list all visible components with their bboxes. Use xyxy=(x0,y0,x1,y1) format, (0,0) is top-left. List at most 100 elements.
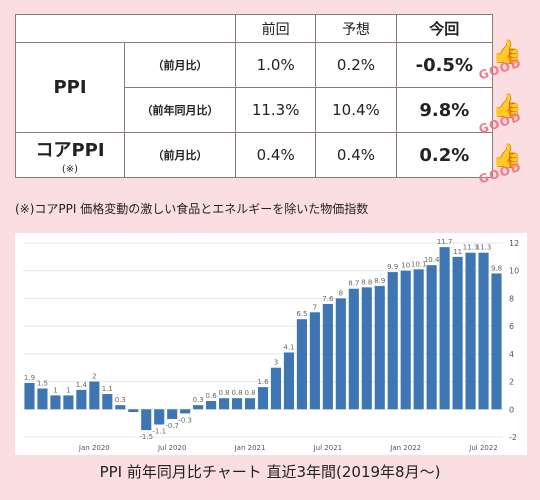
row-sub-mom: （前月比） xyxy=(124,42,236,88)
data-label: 11.3 xyxy=(476,244,492,252)
core-ppi-note: (※) xyxy=(61,163,79,175)
thumbs-up-icon: 👍 xyxy=(492,92,522,120)
bar xyxy=(37,388,48,410)
good-badge: 👍 GOOD xyxy=(477,38,534,88)
y-tick-label: 4 xyxy=(509,350,514,359)
good-badge: 👍 GOOD xyxy=(477,92,534,142)
cell-ppi-mom-prev: 1.0% xyxy=(234,42,317,88)
bar xyxy=(387,272,398,410)
data-label: 1.1 xyxy=(102,385,113,393)
data-label: 0.6 xyxy=(206,392,218,400)
data-label: 2 xyxy=(92,373,96,381)
data-label: 1.5 xyxy=(37,380,48,388)
bar xyxy=(400,270,411,410)
data-label: 7 xyxy=(313,303,317,311)
header-empty-cell xyxy=(15,14,236,43)
bar xyxy=(63,395,74,410)
data-label: 11 xyxy=(453,248,462,256)
bar xyxy=(244,398,256,410)
data-label: 8 xyxy=(339,289,343,297)
cell-ppi-mom-actual: -0.5% xyxy=(395,42,494,88)
bar xyxy=(491,273,502,410)
bar xyxy=(322,303,333,410)
bar xyxy=(478,252,489,410)
bar xyxy=(309,312,320,410)
bar xyxy=(374,285,385,410)
y-tick-label: 2 xyxy=(509,378,514,387)
row-label-core: コアPPI (※) xyxy=(15,132,125,178)
thumbs-up-icon: 👍 xyxy=(492,38,522,66)
data-label: 8.8 xyxy=(361,278,372,286)
ppi-table: 前回 予想 今回 PPI （前月比） 1.0% 0.2% -0.5% （前年同月… xyxy=(15,14,494,178)
data-label: 3 xyxy=(274,359,278,367)
row-sub-core-mom: （前月比） xyxy=(124,132,236,178)
data-label: 0.8 xyxy=(231,389,242,397)
cell-ppi-yoy-forecast: 10.4% xyxy=(315,87,397,133)
core-ppi-label: コアPPI xyxy=(35,139,105,161)
bar xyxy=(439,247,450,410)
bar xyxy=(413,269,424,410)
data-label: -1.1 xyxy=(152,428,166,436)
x-tick-label: Jul 2020 xyxy=(157,444,187,452)
cell-core-mom-forecast: 0.4% xyxy=(315,132,397,178)
header-forecast: 予想 xyxy=(315,14,397,43)
bar xyxy=(154,409,165,425)
x-tick-label: Jan 2020 xyxy=(78,444,110,452)
ppi-yoy-chart-panel: -2 0 2 4 6 8 10 12 1.9 1.5 1 1 1.4 2 1.1 0.3 -1.5 -1.1 -0.… xyxy=(15,233,527,455)
data-label: 8.9 xyxy=(374,277,385,285)
row-label-ppi: PPI xyxy=(15,42,125,133)
x-tick-label: Jul 2021 xyxy=(313,444,343,452)
bar xyxy=(115,405,126,410)
data-label: 4.1 xyxy=(283,343,294,351)
chart-caption: PPI 前年同月比チャート 直近3年間(2019年8月～) xyxy=(99,463,441,481)
bar xyxy=(335,298,346,410)
header-prev: 前回 xyxy=(234,14,317,43)
y-tick-label: 6 xyxy=(509,322,514,331)
bar xyxy=(128,409,139,413)
data-label: 7.6 xyxy=(322,295,334,303)
data-label: 1 xyxy=(53,386,57,394)
data-label: 10 xyxy=(401,262,410,270)
y-tick-label: 10 xyxy=(509,267,519,276)
data-label: 0.8 xyxy=(219,389,230,397)
bar xyxy=(180,409,191,414)
thumbs-up-icon: 👍 xyxy=(492,142,522,170)
data-label: 9.9 xyxy=(387,263,398,271)
bar xyxy=(465,252,476,410)
data-label: 11.3 xyxy=(463,244,479,252)
cell-ppi-mom-forecast: 0.2% xyxy=(315,42,397,88)
bar xyxy=(76,389,87,410)
bar xyxy=(361,287,372,410)
bar xyxy=(141,409,152,431)
bar xyxy=(283,352,295,410)
data-label: 9.8 xyxy=(491,264,502,272)
data-label: 1.6 xyxy=(257,378,269,386)
data-label: 6.5 xyxy=(296,310,307,318)
y-tick-label: 12 xyxy=(509,239,519,248)
y-tick-label: 8 xyxy=(509,294,514,303)
data-label: 0.3 xyxy=(193,396,204,404)
footnote: (※)コアPPI 価格変動の激しい食品とエネルギーを除いた物価指数 xyxy=(15,202,369,216)
bar xyxy=(426,265,437,410)
bar xyxy=(24,382,35,410)
cell-ppi-yoy-prev: 11.3% xyxy=(234,87,317,133)
bar xyxy=(452,256,463,410)
data-label: -1.5 xyxy=(139,433,153,441)
x-tick-label: Jul 2022 xyxy=(468,444,498,452)
data-label: -0.7 xyxy=(165,422,179,430)
bar xyxy=(219,398,230,410)
data-label: 1 xyxy=(66,386,70,394)
bar xyxy=(206,400,217,410)
x-tick-label: Jan 2021 xyxy=(234,444,266,452)
data-label: 0.8 xyxy=(244,389,255,397)
bar xyxy=(89,381,100,410)
y-tick-label: -2 xyxy=(509,433,517,442)
data-label: 10.1 xyxy=(411,260,427,268)
bar xyxy=(257,387,269,410)
bar xyxy=(348,288,359,410)
bar xyxy=(193,405,204,410)
bar xyxy=(50,395,61,410)
bar xyxy=(167,409,178,419)
bar xyxy=(270,367,282,410)
